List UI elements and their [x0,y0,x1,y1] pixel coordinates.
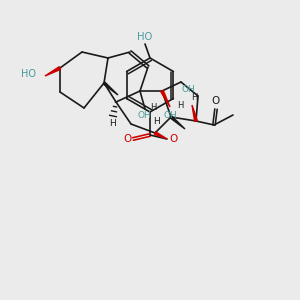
Text: O: O [169,134,177,144]
Polygon shape [192,105,197,121]
Text: H: H [150,103,156,112]
Text: H: H [110,118,116,127]
Text: HO: HO [21,69,36,79]
Text: O: O [123,134,131,144]
Polygon shape [161,90,170,107]
Text: OH: OH [181,85,195,94]
Text: HO: HO [137,32,153,42]
Text: H: H [191,92,197,101]
Text: O: O [212,96,220,106]
Polygon shape [45,67,61,76]
Text: OH: OH [163,110,177,119]
Polygon shape [170,116,185,129]
Text: OH: OH [137,112,151,121]
Polygon shape [154,132,167,139]
Polygon shape [103,82,118,95]
Text: H: H [154,116,160,125]
Text: H: H [177,101,183,110]
